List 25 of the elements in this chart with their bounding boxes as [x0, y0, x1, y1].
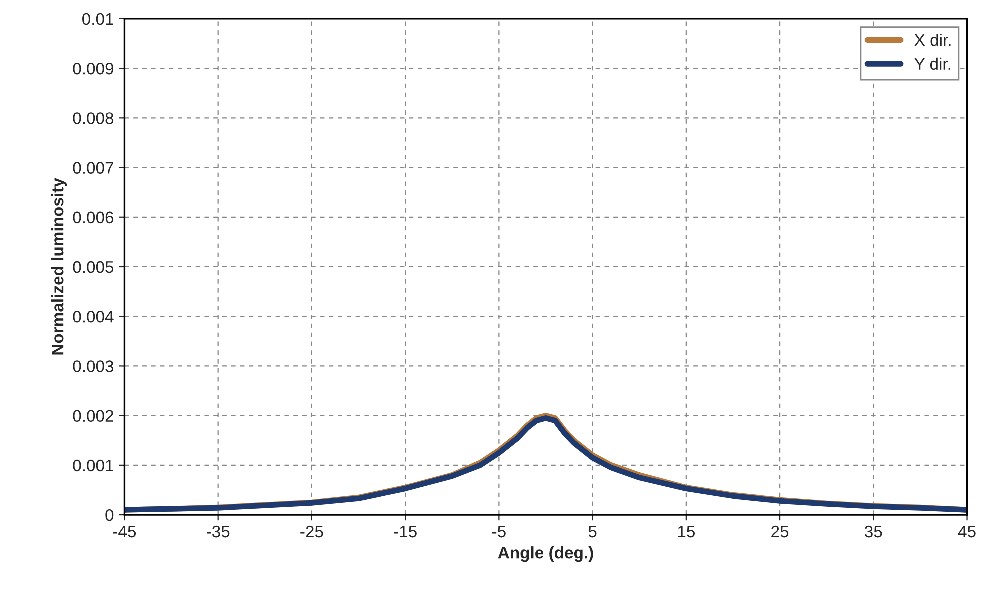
legend-label: X dir.: [914, 34, 951, 46]
x-tick-label: -45: [113, 526, 136, 538]
x-tick-label: -35: [207, 526, 230, 538]
y-axis-title: Normalized luminosity: [52, 178, 68, 355]
x-axis-title: Angle (deg.): [498, 546, 594, 562]
y-tick-label: 0.01: [82, 13, 114, 26]
y-tick-label: 0.003: [73, 360, 114, 372]
y-tick-label: 0.005: [73, 261, 114, 274]
x-tick-label: 45: [958, 526, 976, 538]
y-tick-label: 0.009: [73, 62, 114, 75]
y-tick-label: 0.002: [73, 410, 114, 422]
y-tick-label: 0.004: [73, 311, 114, 323]
x-tick-label: -25: [300, 526, 324, 538]
legend-label: Y dir.: [914, 58, 950, 70]
y-tick-label: 0.007: [73, 162, 114, 174]
x-tick-label: 25: [772, 526, 789, 538]
y-tick-label: 0: [106, 509, 114, 522]
y-tick-label: 0.001: [73, 460, 114, 472]
y-tick-label: 0.008: [73, 112, 114, 124]
x-tick-label: -15: [394, 526, 417, 538]
x-tick-label: 5: [588, 526, 597, 538]
x-tick-label: -5: [492, 526, 506, 538]
x-tick-label: 15: [678, 526, 695, 538]
x-tick-label: 35: [865, 526, 882, 538]
y-tick-label: 0.006: [73, 212, 114, 224]
